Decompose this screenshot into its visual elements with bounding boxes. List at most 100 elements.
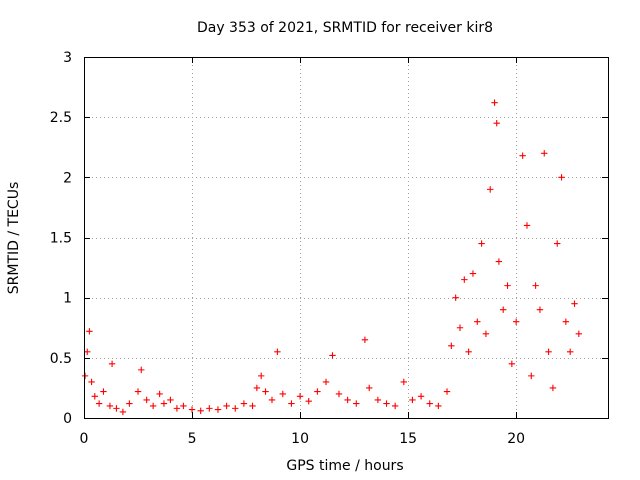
data-point	[262, 388, 269, 395]
data-point	[95, 400, 103, 407]
data-point	[119, 408, 127, 416]
x-tick-label: 10	[291, 431, 309, 447]
data-point	[86, 328, 93, 335]
y-axis-label: SRMTID / TECUs	[6, 182, 22, 295]
data-point	[448, 342, 455, 349]
data-point	[456, 324, 464, 331]
data-point	[491, 99, 498, 106]
data-point	[296, 393, 304, 400]
data-point	[474, 318, 481, 325]
data-point	[88, 378, 95, 386]
data-point	[383, 400, 390, 407]
data-point	[126, 400, 133, 407]
data-point	[554, 240, 561, 247]
x-tick-label: 0	[80, 431, 89, 447]
data-point	[353, 400, 360, 407]
data-point	[214, 406, 222, 413]
data-point	[374, 396, 382, 404]
y-tick-label: 0	[63, 411, 72, 427]
data-point	[329, 352, 336, 359]
data-point	[160, 400, 168, 407]
y-tick-label: 0.5	[50, 351, 72, 367]
data-point	[504, 282, 511, 289]
y-tick-label: 2	[63, 170, 72, 186]
data-point	[314, 388, 321, 395]
grid-layer	[84, 57, 608, 418]
data-point	[482, 330, 490, 337]
data-point	[366, 384, 373, 392]
ticks-layer: 0 0.5 1 1.5 2 2.5 3 0 5 10 15 20	[50, 50, 608, 447]
data-point	[558, 174, 565, 181]
data-point	[113, 405, 120, 412]
data-point	[106, 402, 114, 410]
data-point	[134, 388, 142, 395]
data-point	[232, 405, 239, 412]
data-point	[400, 378, 408, 386]
y-tick-label: 1.5	[50, 231, 72, 247]
data-point	[500, 306, 507, 313]
data-point	[100, 388, 107, 395]
data-point	[257, 372, 265, 380]
data-point	[322, 378, 330, 386]
data-point	[571, 300, 578, 307]
data-point	[197, 407, 204, 414]
x-tick-label: 15	[399, 431, 417, 447]
data-point	[344, 396, 351, 404]
data-point	[143, 396, 150, 404]
chart-title: Day 353 of 2021, SRMTID for receiver kir…	[197, 20, 493, 36]
data-point	[493, 119, 500, 127]
data-point	[512, 318, 520, 325]
data-point	[180, 402, 187, 410]
data-point	[545, 348, 552, 356]
data-point	[108, 360, 116, 368]
data-point	[465, 348, 472, 356]
data-point	[487, 186, 494, 193]
y-tick-label: 1	[63, 291, 72, 307]
data-point	[426, 400, 433, 407]
data-point	[409, 396, 416, 404]
data-point	[84, 348, 91, 356]
data-point	[452, 294, 459, 301]
data-point	[541, 150, 548, 157]
data-point	[249, 402, 256, 410]
data-point	[478, 240, 485, 247]
data-point	[519, 152, 526, 159]
data-point	[188, 406, 196, 413]
data-point	[305, 397, 312, 405]
data-point	[575, 330, 583, 337]
data-point	[508, 360, 516, 368]
data-point	[279, 390, 286, 398]
data-point	[549, 384, 557, 392]
data-series	[81, 99, 583, 416]
data-point	[528, 372, 535, 380]
data-point	[417, 393, 425, 400]
data-point	[156, 390, 163, 398]
data-point	[149, 402, 157, 410]
data-point	[138, 366, 145, 374]
data-point	[335, 390, 343, 398]
y-tick-label: 2.5	[50, 110, 72, 126]
x-tick-label: 20	[507, 431, 525, 447]
data-point	[173, 405, 181, 412]
data-point	[253, 384, 261, 392]
data-point	[523, 222, 531, 229]
data-point	[81, 372, 89, 380]
data-point	[495, 258, 503, 265]
data-point	[274, 348, 281, 356]
data-point	[469, 270, 477, 277]
data-point	[223, 402, 230, 410]
data-point	[461, 276, 468, 283]
data-point	[532, 282, 539, 289]
data-point	[391, 402, 399, 410]
data-point	[566, 348, 574, 356]
data-point	[435, 402, 442, 410]
data-point	[91, 393, 99, 400]
data-point	[288, 400, 295, 407]
data-point	[443, 388, 451, 395]
data-point	[562, 318, 570, 325]
y-tick-label: 3	[63, 50, 72, 66]
data-point	[536, 306, 544, 313]
data-point	[167, 396, 174, 404]
